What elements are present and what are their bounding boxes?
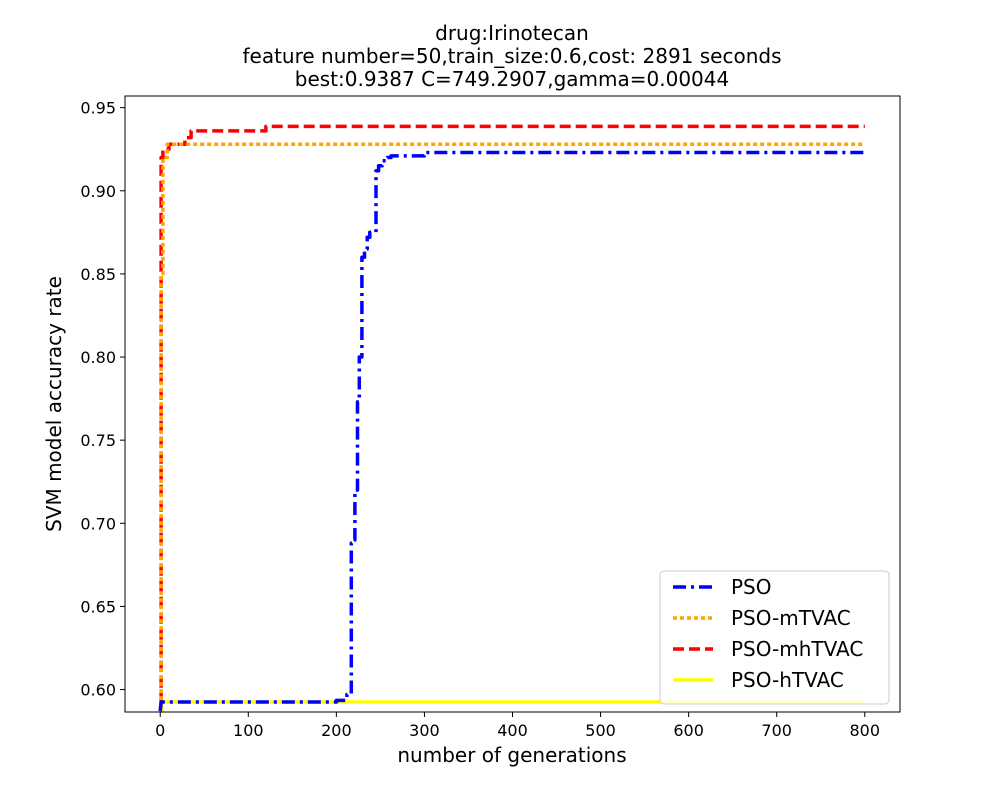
x-tick-label: 100	[233, 721, 264, 740]
y-tick-label: 0.90	[80, 182, 116, 201]
x-tick-label: 400	[497, 721, 528, 740]
y-tick-label: 0.75	[80, 431, 116, 450]
chart-title: drug:Irinotecan feature number=50,train_…	[242, 21, 781, 91]
series-line-pso	[158, 150, 865, 712]
legend-box	[659, 570, 890, 705]
y-tick-label: 0.70	[80, 514, 116, 533]
legend-label-pso-mtvac: PSO-mTVAC	[731, 606, 851, 630]
y-tick-label: 0.95	[80, 99, 116, 118]
x-tick-label: 800	[849, 721, 880, 740]
x-tick-label: 0	[155, 721, 165, 740]
y-axis-label: SVM model accuracy rate	[42, 276, 66, 532]
series-line-pso-mhtvac	[159, 124, 865, 705]
x-axis-ticks: 0 100 200 300 400 500 600 700 800	[155, 712, 880, 740]
series-layer	[158, 124, 865, 713]
x-tick-label: 700	[761, 721, 792, 740]
x-tick-label: 300	[409, 721, 440, 740]
legend: PSO PSO-mTVAC PSO-mhTVAC PSO-hTVAC	[659, 570, 890, 705]
x-tick-label: 500	[585, 721, 616, 740]
title-line-drug: drug:Irinotecan	[435, 21, 589, 45]
y-tick-label: 0.60	[80, 681, 116, 700]
y-tick-label: 0.65	[80, 597, 116, 616]
x-axis-label: number of generations	[397, 743, 626, 767]
x-tick-label: 200	[321, 721, 352, 740]
title-line-feature: feature number=50,train_size:0.6,cost: 2…	[242, 44, 781, 68]
title-line-best: best:0.9387 C=749.2907,gamma=0.00044	[295, 67, 729, 91]
y-tick-label: 0.80	[80, 348, 116, 367]
legend-label-pso-mhtvac: PSO-mhTVAC	[731, 637, 863, 661]
y-axis-ticks: 0.60 0.65 0.70 0.75 0.80 0.85 0.90 0.95	[80, 99, 125, 700]
y-tick-label: 0.85	[80, 265, 116, 284]
series-line-pso-mtvac	[159, 142, 865, 708]
legend-label-pso: PSO	[731, 575, 772, 599]
x-tick-label: 600	[673, 721, 704, 740]
legend-label-pso-htvac: PSO-hTVAC	[731, 668, 844, 692]
